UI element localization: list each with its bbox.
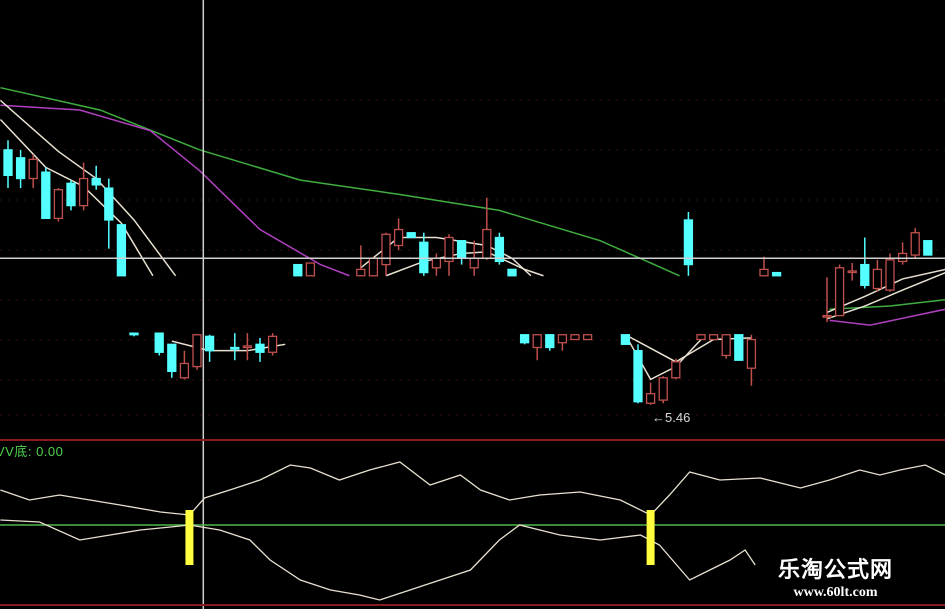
candle-up [532, 334, 542, 349]
candle-up [658, 377, 668, 401]
candle-up [847, 270, 857, 274]
ma-short-line [826, 271, 945, 320]
candle-down [41, 171, 51, 220]
candle-up [696, 334, 706, 341]
candle-down [419, 241, 429, 274]
candle-down [456, 240, 467, 259]
candle-up [305, 262, 316, 277]
candle-down [620, 334, 631, 345]
candle-down [683, 219, 694, 266]
candle-up [381, 233, 391, 266]
candle-down [3, 149, 13, 176]
candle-up [721, 334, 731, 357]
watermark-url: www.60lt.com [793, 585, 878, 600]
vv-bottom-signal-bar [185, 510, 194, 565]
watermark: 乐淘公式网 www.60lt.com [778, 558, 893, 602]
candle-down [771, 271, 782, 277]
candle-up [582, 334, 593, 341]
candle-up [192, 334, 202, 368]
candle-down [255, 343, 265, 353]
candle-up [872, 268, 883, 290]
candle-down [519, 334, 530, 344]
candle-up [910, 232, 920, 256]
candle-down [860, 263, 870, 286]
candle-up [557, 334, 568, 344]
ma-short-line [0, 119, 154, 277]
candle-down [545, 334, 555, 349]
candle-down [167, 343, 177, 373]
candle-down [116, 224, 127, 277]
candle-up [897, 252, 908, 263]
ma-short-line [625, 334, 752, 363]
candle-up [671, 361, 681, 379]
candle-up [759, 268, 769, 277]
candle-up [834, 267, 845, 317]
indicator-line-2 [0, 519, 756, 601]
candle-up [822, 314, 832, 318]
candle-down [204, 335, 215, 352]
indicator-title: VV底: 0.00 [0, 444, 64, 459]
candle-up [570, 334, 580, 341]
candle-up [431, 257, 442, 269]
candle-down [66, 182, 76, 207]
ma-short-line [171, 340, 286, 352]
candle-up [482, 228, 492, 259]
ma-mid-line [0, 104, 350, 277]
candle-up [78, 177, 89, 207]
candle-down [104, 187, 114, 221]
ma-long-line [829, 298, 945, 310]
candle-up [444, 236, 454, 263]
candle-up [28, 158, 38, 180]
candle-down [154, 332, 164, 353]
candle-up [885, 259, 895, 291]
vv-bottom-signal-bar [646, 510, 655, 565]
candle-up [469, 257, 479, 269]
candle-down [91, 177, 101, 186]
candle-down [15, 157, 26, 180]
candle-up [368, 257, 379, 277]
candle-down [494, 236, 505, 263]
candle-down [406, 232, 416, 239]
candle-up [53, 189, 64, 220]
candle-down [923, 240, 933, 256]
candle-up [645, 393, 656, 404]
candle-up [708, 334, 719, 341]
candle-down [293, 263, 303, 277]
watermark-name: 乐淘公式网 [778, 558, 894, 583]
low-price-annotation: ←5.46 [652, 410, 691, 425]
candle-up [267, 335, 278, 353]
candle-down [129, 332, 139, 336]
candle-up [242, 345, 253, 349]
candle-up [179, 362, 190, 379]
indicator-line-1 [0, 461, 945, 516]
candle-up [746, 338, 757, 369]
candle-down [507, 268, 517, 277]
ma-long-line [0, 86, 680, 277]
candle-up [356, 268, 366, 277]
ma-mid-line [829, 308, 945, 326]
ma-short-line [826, 268, 945, 314]
candle-up [393, 228, 404, 247]
candle-down [230, 346, 240, 350]
candle-down [633, 350, 643, 403]
candle-down [734, 334, 744, 361]
